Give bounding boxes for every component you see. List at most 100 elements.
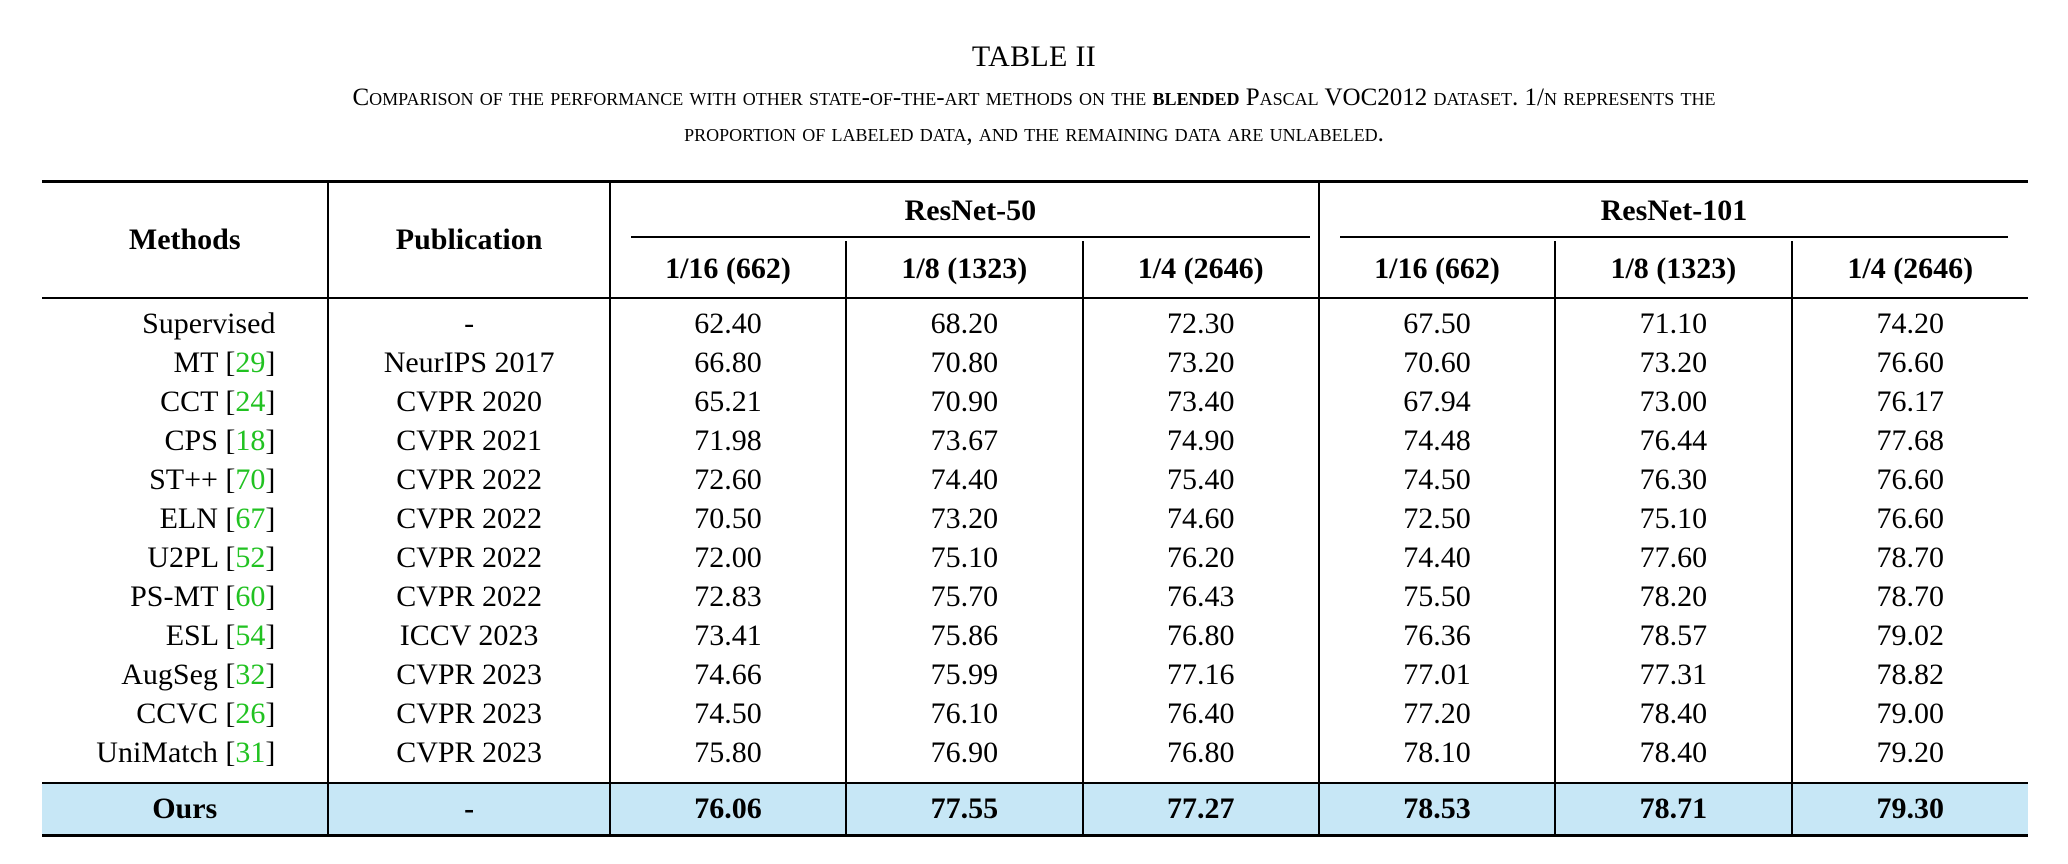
reference-link[interactable]: 26: [235, 696, 266, 730]
publication-cell: CVPR 2021: [327, 421, 610, 460]
method-cell: CPS [18]: [164, 423, 276, 457]
header-split: 1/16 (662): [1317, 241, 1556, 298]
score-cell: 70.80: [845, 343, 1083, 382]
method-name: CPS: [164, 423, 218, 457]
score-cell: 77.20: [1317, 694, 1556, 733]
score-cell: 73.20: [845, 499, 1083, 538]
table-row: ELN [67] CVPR 2022 70.50 73.20 74.60 72.50 75.…: [42, 499, 2028, 538]
score-cell: 71.10: [1554, 297, 1792, 343]
score-cell: 74.60: [1081, 499, 1319, 538]
comparison-table-container: Methods Publication ResNet-50 ResNet-101…: [42, 180, 2028, 837]
score-cell: 75.50: [1317, 577, 1556, 616]
publication-cell: CVPR 2022: [327, 577, 610, 616]
score-cell: 74.20: [1790, 297, 2028, 343]
score-cell: 78.71: [1554, 782, 1792, 837]
score-cell: 79.02: [1790, 616, 2028, 655]
method-name: ST++: [149, 462, 218, 496]
publication-cell: NeurIPS 2017: [327, 343, 610, 382]
score-cell: 75.10: [845, 538, 1083, 577]
table-row: UniMatch [31] CVPR 2023 75.80 76.90 76.80 78.…: [42, 733, 2028, 772]
publication-cell: CVPR 2022: [327, 538, 610, 577]
publication-cell: CVPR 2023: [327, 655, 610, 694]
score-cell: 72.50: [1317, 499, 1556, 538]
score-cell: 78.70: [1790, 538, 2028, 577]
score-cell: 73.20: [1081, 343, 1319, 382]
table-row: MT [29] NeurIPS 2017 66.80 70.80 73.20 70.60 7…: [42, 343, 2028, 382]
score-cell: 66.80: [608, 343, 847, 382]
score-cell: 76.20: [1081, 538, 1319, 577]
header-publication: Publication: [327, 181, 610, 298]
score-cell: 73.67: [845, 421, 1083, 460]
caption-text: Pascal VOC2012 dataset. 1/n represents t…: [1239, 84, 1716, 111]
header-group-resnet101: ResNet-101: [1317, 181, 2028, 241]
method-name: UniMatch: [96, 735, 218, 769]
method-name: MT: [173, 345, 218, 379]
table-row: CPS [18] CVPR 2021 71.98 73.67 74.90 74.48 76.…: [42, 421, 2028, 460]
method-name: Supervised: [142, 307, 276, 340]
table-row: ST++ [70] CVPR 2022 72.60 74.40 75.40 74.50 76…: [42, 460, 2028, 499]
method-cell: MT [29]: [173, 345, 276, 379]
method-cell: Supervised: [42, 297, 329, 343]
reference-link[interactable]: 67: [235, 501, 266, 535]
score-cell: 70.50: [608, 499, 847, 538]
score-cell: 76.36: [1317, 616, 1556, 655]
table-row: PS-MT [60] CVPR 2022 72.83 75.70 76.43 75.50 7…: [42, 577, 2028, 616]
reference-link[interactable]: 29: [235, 345, 266, 379]
table-caption: Comparison of the performance with other…: [0, 80, 2068, 152]
reference-link[interactable]: 54: [235, 618, 266, 652]
method-cell: ST++ [70]: [149, 462, 276, 496]
header-group-resnet50: ResNet-50: [608, 181, 1319, 241]
reference-link[interactable]: 52: [235, 540, 266, 574]
score-cell: 77.68: [1790, 421, 2028, 460]
score-cell: 76.60: [1790, 343, 2028, 382]
score-cell: 70.90: [845, 382, 1083, 421]
score-cell: 62.40: [608, 297, 847, 343]
reference-link[interactable]: 32: [235, 657, 266, 691]
method-name: ELN: [159, 501, 218, 535]
score-cell: 75.86: [845, 616, 1083, 655]
table-row: CCT [24] CVPR 2020 65.21 70.90 73.40 67.94 73.…: [42, 382, 2028, 421]
publication-cell: CVPR 2022: [327, 499, 610, 538]
table-header: Methods Publication ResNet-50 ResNet-101…: [42, 181, 2028, 298]
table-row: AugSeg [32] CVPR 2023 74.66 75.99 77.16 77.01…: [42, 655, 2028, 694]
score-cell: 76.60: [1790, 460, 2028, 499]
score-cell: 67.94: [1317, 382, 1556, 421]
reference-link[interactable]: 24: [235, 384, 266, 418]
score-cell: 74.90: [1081, 421, 1319, 460]
score-cell: 70.60: [1317, 343, 1556, 382]
score-cell: 78.20: [1554, 577, 1792, 616]
score-cell: 79.20: [1790, 733, 2028, 772]
header-group-resnet101-label: ResNet-101: [1339, 186, 2008, 238]
score-cell: 75.40: [1081, 460, 1319, 499]
score-cell: 78.53: [1317, 782, 1556, 837]
score-cell: 76.80: [1081, 733, 1319, 772]
caption-emphasis: blended: [1152, 84, 1240, 111]
publication-cell: CVPR 2020: [327, 382, 610, 421]
score-cell: 76.60: [1790, 499, 2028, 538]
method-cell: ESL [54]: [165, 618, 276, 652]
score-cell: 73.40: [1081, 382, 1319, 421]
method-cell: CCT [24]: [160, 384, 276, 418]
header-split: 1/8 (1323): [845, 241, 1083, 298]
publication-cell: CVPR 2023: [327, 694, 610, 733]
caption-line-2: proportion of labeled data, and the rema…: [684, 120, 1384, 147]
header-group-resnet50-label: ResNet-50: [630, 186, 1310, 238]
table-row: Supervised -62.40 68.20 72.30 67.50 71.10 74.2…: [42, 297, 2028, 343]
row-separator: [42, 772, 2028, 783]
score-cell: 78.57: [1554, 616, 1792, 655]
reference-link[interactable]: 60: [235, 579, 266, 613]
method-cell: UniMatch [31]: [96, 735, 276, 769]
score-cell: 78.70: [1790, 577, 2028, 616]
reference-link[interactable]: 70: [235, 462, 266, 496]
score-cell: 74.40: [845, 460, 1083, 499]
table-row: U2PL [52] CVPR 2022 72.00 75.10 76.20 74.40 77…: [42, 538, 2028, 577]
method-cell: AugSeg [32]: [121, 657, 276, 691]
score-cell: 75.99: [845, 655, 1083, 694]
score-cell: 76.43: [1081, 577, 1319, 616]
score-cell: 72.60: [608, 460, 847, 499]
score-cell: 79.00: [1790, 694, 2028, 733]
method-cell: CCVC [26]: [136, 696, 276, 730]
reference-link[interactable]: 31: [235, 735, 266, 769]
reference-link[interactable]: 18: [235, 423, 266, 457]
score-cell: 77.55: [845, 782, 1083, 837]
